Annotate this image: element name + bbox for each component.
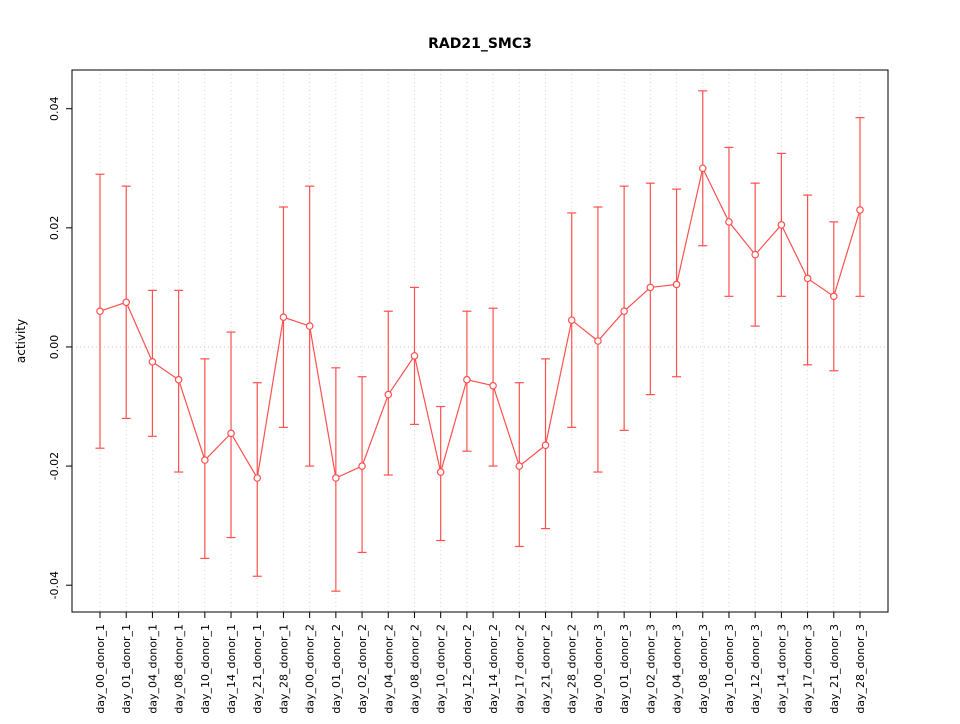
x-tick-label: day_14_donor_2 [487,624,500,714]
data-point [646,283,655,292]
x-tick-label: day_10_donor_2 [435,624,448,714]
x-tick-label: day_17_donor_2 [513,624,526,714]
x-tick-label: day_08_donor_2 [408,624,421,714]
x-tick-label: day_12_donor_3 [749,624,762,714]
data-point [856,206,864,214]
x-tick-label: day_02_donor_3 [644,624,657,714]
x-tick-label: day_04_donor_1 [146,624,159,714]
data-point [567,316,576,324]
data-point [436,468,445,476]
data-point [358,462,366,470]
data-point [279,313,288,321]
x-tick-label: day_21_donor_3 [828,624,841,714]
x-tick-label: day_04_donor_2 [382,624,395,714]
data-point [541,441,550,450]
data-point [410,352,419,360]
data-point [148,358,157,366]
data-point [803,274,812,283]
grid-layer [72,70,888,612]
x-tick-label: day_21_donor_2 [540,624,553,714]
data-point [122,298,131,307]
data-series [95,90,865,592]
y-tick-label: 0.04 [48,96,61,121]
x-tick-label: day_08_donor_3 [697,624,710,714]
x-tick-label: day_28_donor_1 [277,624,290,714]
y-tick-label: -0.04 [48,571,61,599]
plot-border [71,69,889,613]
data-point [777,221,786,229]
data-point [725,218,733,226]
data-point [489,381,497,390]
data-point [463,375,471,384]
x-tick-label: day_00_donor_3 [592,624,605,714]
data-point [829,292,838,301]
x-tick-label: day_00_donor_2 [304,624,317,714]
x-tick-label: day_10_donor_3 [723,624,736,714]
series-line [99,166,861,480]
x-tick-label: day_01_donor_3 [618,624,631,714]
data-point [620,307,628,316]
x-tick-label: day_00_donor_1 [94,624,107,714]
data-point [594,337,602,345]
data-point [332,474,340,482]
x-tick-label: day_04_donor_3 [671,624,684,714]
x-tick-label: day_01_donor_1 [120,624,133,714]
chart-title: RAD21_SMC3 [428,36,532,52]
data-point [96,307,104,316]
data-point [672,280,681,289]
data-point [227,429,235,438]
x-tick-label: day_02_donor_2 [356,624,369,714]
data-point [305,322,314,330]
x-tick-label: day_12_donor_2 [461,624,474,714]
data-point [384,390,393,399]
x-tick-label: day_14_donor_1 [225,624,238,714]
data-point [751,250,759,259]
y-axis-label: activity [14,319,28,363]
data-point [698,164,707,173]
data-point [253,474,262,482]
x-tick-label: day_21_donor_1 [251,624,264,714]
y-tick-label: 0.02 [48,216,61,241]
x-tick-label: day_01_donor_2 [330,624,343,714]
x-tick-label: day_08_donor_1 [173,624,186,714]
y-tick-label: -0.02 [48,452,61,480]
x-tick-label: day_14_donor_3 [775,624,788,714]
axes-layer: -0.04 -0.02 0.00 0.02 0.04 day_00_donor_1 day_… [48,69,889,714]
x-tick-label: day_28_donor_2 [566,624,579,714]
data-point [201,456,209,464]
x-tick-label: day_10_donor_1 [199,624,212,714]
y-tick-label: 0.00 [48,335,61,360]
x-tick-label: day_17_donor_3 [802,624,815,714]
x-tick-label: day_28_donor_3 [854,624,867,714]
data-point [515,462,524,470]
data-point [174,375,183,384]
